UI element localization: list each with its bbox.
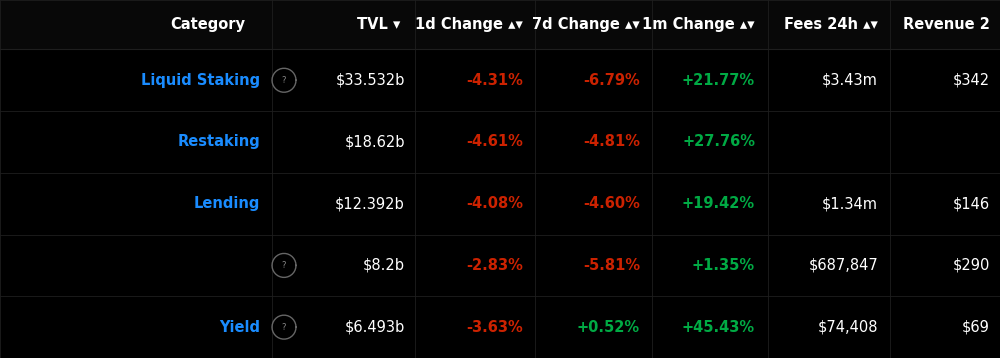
- Text: Liquid Staking: Liquid Staking: [141, 73, 260, 88]
- Text: -3.63%: -3.63%: [466, 320, 523, 335]
- Text: ?: ?: [282, 323, 286, 332]
- Text: -6.79%: -6.79%: [583, 73, 640, 88]
- Text: $12.392b: $12.392b: [335, 196, 405, 211]
- Text: -2.83%: -2.83%: [466, 258, 523, 273]
- Text: -5.81%: -5.81%: [583, 258, 640, 273]
- Text: $290: $290: [953, 258, 990, 273]
- Text: +45.43%: +45.43%: [682, 320, 755, 335]
- Text: Yield: Yield: [219, 320, 260, 335]
- Text: +19.42%: +19.42%: [682, 196, 755, 211]
- Bar: [0, 0, 1000, 49]
- Text: $6.493b: $6.493b: [345, 320, 405, 335]
- Text: +21.77%: +21.77%: [682, 73, 755, 88]
- Text: Lending: Lending: [194, 196, 260, 211]
- Text: -4.81%: -4.81%: [583, 135, 640, 150]
- Text: $687,847: $687,847: [808, 258, 878, 273]
- Text: $342: $342: [953, 73, 990, 88]
- Text: +27.76%: +27.76%: [682, 135, 755, 150]
- Text: $1.34m: $1.34m: [822, 196, 878, 211]
- Text: ?: ?: [282, 261, 286, 270]
- Text: $69: $69: [962, 320, 990, 335]
- Text: $3.43m: $3.43m: [822, 73, 878, 88]
- Text: Fees 24h ▴▾: Fees 24h ▴▾: [784, 17, 878, 32]
- Text: Restaking: Restaking: [177, 135, 260, 150]
- Text: -4.08%: -4.08%: [466, 196, 523, 211]
- Text: +0.52%: +0.52%: [577, 320, 640, 335]
- Text: Category: Category: [170, 17, 245, 32]
- Text: $33.532b: $33.532b: [336, 73, 405, 88]
- Text: $8.2b: $8.2b: [363, 258, 405, 273]
- Text: ?: ?: [282, 76, 286, 85]
- Text: $74,408: $74,408: [818, 320, 878, 335]
- Text: -4.60%: -4.60%: [583, 196, 640, 211]
- Text: -4.61%: -4.61%: [466, 135, 523, 150]
- Text: 1m Change ▴▾: 1m Change ▴▾: [642, 17, 755, 32]
- Text: -4.31%: -4.31%: [466, 73, 523, 88]
- Text: Revenue 2: Revenue 2: [903, 17, 990, 32]
- Text: TVL ▾: TVL ▾: [357, 17, 400, 32]
- Text: 7d Change ▴▾: 7d Change ▴▾: [532, 17, 640, 32]
- Text: $146: $146: [953, 196, 990, 211]
- Text: $18.62b: $18.62b: [344, 135, 405, 150]
- Text: +1.35%: +1.35%: [692, 258, 755, 273]
- Text: 1d Change ▴▾: 1d Change ▴▾: [415, 17, 523, 32]
